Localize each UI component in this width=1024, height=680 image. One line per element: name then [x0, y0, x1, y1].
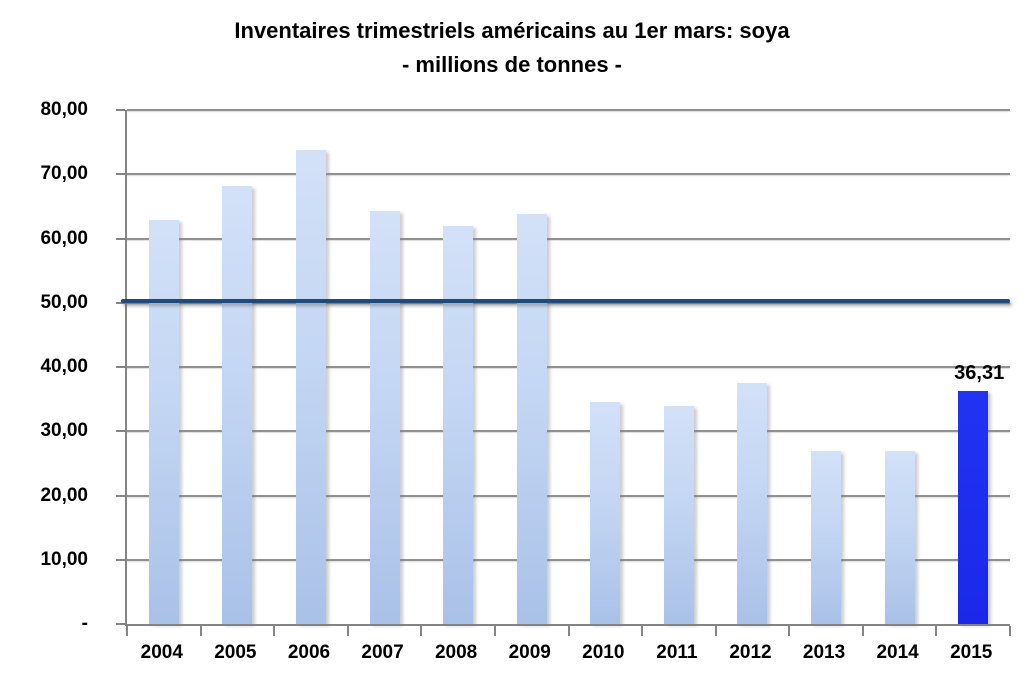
x-tick: [273, 626, 276, 636]
y-axis-label: 10,00: [40, 548, 88, 570]
x-tick: [641, 626, 644, 636]
y-axis-label: 40,00: [40, 356, 88, 377]
bar-2010: [590, 402, 621, 624]
plot-area: 36,31: [116, 109, 1011, 636]
bar-2008: [443, 225, 474, 624]
x-axis-label: 2009: [508, 642, 551, 663]
x-axis-label: 2012: [729, 642, 772, 663]
y-tick-0: [116, 623, 125, 625]
gridline-30: [127, 430, 1010, 433]
y-axis-label: 80,00: [40, 99, 88, 120]
reference-line: [121, 298, 1010, 303]
bar-2005: [222, 185, 253, 624]
y-axis-label: 50,00: [40, 291, 88, 313]
x-tick: [788, 626, 791, 636]
x-axis-label: 2004: [140, 642, 183, 663]
bar-2009: [516, 214, 547, 624]
x-axis-label: 2011: [656, 642, 698, 663]
y-tick-10: [116, 558, 125, 561]
y-tick-80: [116, 109, 125, 111]
y-axis-label: -: [81, 613, 88, 634]
x-tick: [567, 626, 570, 636]
x-axis-label: 2005: [214, 642, 257, 663]
y-tick-30: [116, 430, 125, 433]
bar-2011: [663, 405, 694, 624]
bar-value-label: 36,31: [954, 361, 1005, 384]
y-axis-label: 60,00: [40, 227, 88, 249]
bar-2012: [737, 383, 768, 624]
x-axis-label: 2007: [361, 642, 404, 663]
gridline-20: [127, 494, 1010, 497]
y-tick-40: [116, 366, 125, 368]
y-axis-label: 30,00: [40, 420, 88, 442]
x-axis-label: 2006: [287, 642, 331, 663]
bar-2004: [148, 219, 179, 624]
bar-2007: [369, 210, 400, 624]
x-axis-label: 2014: [876, 642, 919, 663]
x-tick: [714, 626, 717, 636]
x-axis-label: 2015: [950, 642, 993, 663]
x-tick: [1009, 626, 1011, 636]
y-tick-70: [116, 173, 125, 176]
x-axis-label: 2013: [802, 642, 846, 663]
x-tick: [861, 626, 864, 636]
gridline-80: [127, 109, 1010, 111]
y-axis-label: 70,00: [40, 163, 88, 185]
chart-title-line1: Inventaires trimestriels américains au 1…: [234, 18, 790, 43]
bar-2014: [884, 451, 915, 624]
gridline-40: [127, 366, 1010, 368]
gridline-60: [127, 237, 1010, 240]
x-tick: [199, 626, 202, 636]
y-tick-20: [116, 494, 125, 497]
chart-title-line2: - millions de tonnes -: [401, 52, 622, 77]
chart-title: Inventaires trimestriels américains au 1…: [0, 14, 1024, 82]
y-tick-60: [116, 237, 125, 240]
x-tick: [126, 626, 128, 636]
x-tick: [935, 626, 938, 636]
gridline-10: [127, 558, 1010, 561]
bar-2013: [811, 450, 842, 624]
x-axis-label: 2010: [582, 642, 625, 663]
bar-2006: [295, 149, 326, 624]
y-tick-50: [116, 301, 125, 304]
highlight-bar-2015: [958, 390, 989, 624]
y-axis-label: 20,00: [40, 484, 88, 506]
gridline-70: [127, 173, 1010, 176]
x-tick: [346, 626, 349, 636]
x-tick: [420, 626, 423, 636]
x-tick: [493, 626, 496, 636]
x-axis-label: 2008: [434, 642, 478, 663]
